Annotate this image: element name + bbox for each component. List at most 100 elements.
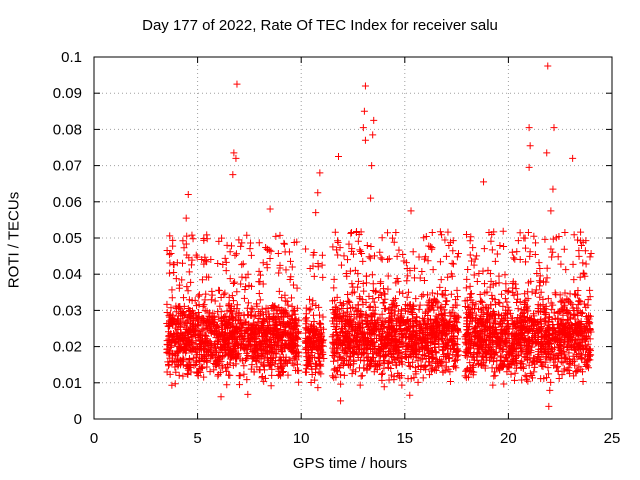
- data-point: [335, 353, 343, 361]
- data-point: [314, 384, 322, 392]
- data-point: [473, 322, 481, 330]
- data-point: [337, 380, 345, 388]
- y-tick-label: 0.02: [53, 339, 82, 356]
- data-point: [432, 366, 440, 374]
- data-point: [426, 362, 434, 370]
- data-point: [397, 306, 405, 314]
- data-point: [510, 333, 518, 341]
- data-point: [259, 259, 267, 267]
- data-point: [546, 386, 554, 394]
- data-point: [516, 335, 524, 343]
- data-point: [314, 349, 322, 357]
- data-point: [580, 300, 588, 308]
- x-tick-label: 25: [604, 430, 621, 447]
- data-point: [217, 294, 225, 302]
- data-point: [574, 344, 582, 352]
- data-point: [579, 368, 587, 376]
- data-point: [318, 261, 326, 269]
- data-point: [255, 290, 263, 298]
- data-point: [482, 356, 490, 364]
- data-point: [194, 314, 202, 322]
- data-point: [238, 273, 246, 281]
- data-point: [316, 361, 324, 369]
- data-point: [419, 339, 427, 347]
- data-point: [370, 298, 378, 306]
- data-point: [182, 324, 190, 332]
- data-point-outlier: [569, 154, 577, 162]
- data-point: [362, 298, 370, 306]
- data-point: [549, 248, 557, 256]
- data-point: [511, 319, 519, 327]
- data-point: [501, 271, 509, 279]
- data-point: [462, 284, 470, 292]
- data-point: [543, 264, 551, 272]
- data-point: [462, 331, 470, 339]
- data-point: [195, 317, 203, 325]
- data-point: [265, 362, 273, 370]
- data-point: [177, 361, 185, 369]
- data-point: [518, 330, 526, 338]
- data-point: [507, 347, 515, 355]
- data-point: [414, 378, 422, 386]
- data-point: [379, 299, 387, 307]
- data-point: [410, 347, 418, 355]
- data-point: [535, 353, 543, 361]
- data-point: [342, 312, 350, 320]
- data-point: [391, 311, 399, 319]
- data-point: [465, 336, 473, 344]
- data-point: [471, 328, 479, 336]
- data-point: [500, 358, 508, 366]
- data-point: [487, 237, 495, 245]
- data-point: [243, 346, 251, 354]
- data-point: [546, 331, 554, 339]
- data-point: [416, 319, 424, 327]
- data-point: [384, 328, 392, 336]
- data-point: [290, 335, 298, 343]
- data-point: [177, 344, 185, 352]
- data-point: [185, 254, 193, 262]
- data-point: [311, 376, 319, 384]
- data-point: [319, 325, 327, 333]
- data-point: [380, 305, 388, 313]
- data-point: [195, 292, 203, 300]
- data-point: [342, 357, 350, 365]
- data-point: [490, 372, 498, 380]
- data-point: [574, 236, 582, 244]
- data-point: [479, 361, 487, 369]
- data-point: [530, 358, 538, 366]
- data-point: [552, 364, 560, 372]
- data-point: [307, 305, 315, 313]
- data-point: [436, 258, 444, 266]
- data-point: [211, 343, 219, 351]
- data-point-outlier: [547, 207, 555, 215]
- data-point: [535, 259, 543, 267]
- data-point-outlier: [384, 272, 392, 280]
- data-point: [338, 318, 346, 326]
- data-point: [454, 249, 462, 257]
- data-point: [386, 340, 394, 348]
- data-point: [575, 297, 583, 305]
- data-point: [367, 313, 375, 321]
- data-point: [232, 345, 240, 353]
- data-point: [165, 332, 173, 340]
- data-point: [454, 314, 462, 322]
- x-tick-label: 10: [293, 430, 310, 447]
- y-tick-label: 0.01: [53, 375, 82, 392]
- data-point: [240, 294, 248, 302]
- data-point: [530, 312, 538, 320]
- data-point: [461, 352, 469, 360]
- data-point: [517, 306, 525, 314]
- data-point: [293, 304, 301, 312]
- data-point: [207, 256, 215, 264]
- data-point: [351, 345, 359, 353]
- data-point: [330, 357, 338, 365]
- data-point: [241, 319, 249, 327]
- data-point: [424, 291, 432, 299]
- data-point-outlier: [367, 194, 375, 202]
- data-point: [352, 331, 360, 339]
- data-point: [561, 228, 569, 236]
- data-point: [426, 358, 434, 366]
- data-point: [229, 297, 237, 305]
- data-point: [258, 305, 266, 313]
- data-point: [281, 240, 289, 248]
